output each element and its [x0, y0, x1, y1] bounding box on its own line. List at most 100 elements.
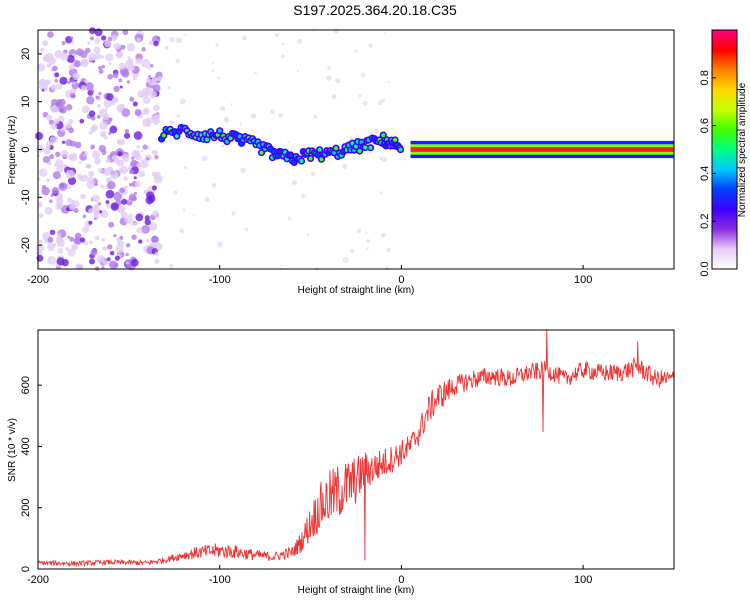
spectrogram-noise-blob — [145, 239, 150, 243]
spectrogram-ridge-core — [315, 152, 320, 157]
spectrogram-noise-blob — [45, 114, 53, 121]
spectrogram-noise-blob — [81, 105, 90, 114]
spectrogram-noise-blob — [55, 83, 63, 90]
spectrogram-faint-dot — [365, 231, 368, 234]
spectrogram-noise-blob — [123, 176, 128, 181]
spectrogram-noise-blob — [94, 52, 101, 60]
spectrogram-noise-blob — [135, 213, 144, 222]
spectrogram-noise-blob — [133, 221, 139, 226]
spectrogram-faint-dot — [164, 45, 170, 51]
spectrogram-noise-blob — [124, 185, 128, 189]
spectrogram-noise-blob — [113, 157, 121, 165]
spectrogram-noise-blob — [144, 218, 151, 226]
spectrogram-noise-blob — [118, 78, 123, 83]
spectrogram-noise-blob — [80, 193, 86, 200]
spectrogram-ridge-core — [259, 150, 264, 155]
spectrogram-faint-dot — [327, 66, 331, 70]
spectrogram-faint-dot — [368, 43, 373, 48]
spectrogram-noise-blob — [112, 173, 118, 179]
snr-ytick-label: 600 — [20, 376, 32, 394]
spectrogram-noise-blob — [139, 159, 149, 169]
spectrogram-noise-blob — [91, 89, 95, 93]
spectrogram-noise-blob — [97, 66, 102, 70]
spectrogram-noise-blob — [55, 151, 61, 158]
colorbar-tick-label: 0.4 — [699, 166, 711, 181]
spectrogram-noise-blob — [37, 201, 43, 208]
spectrogram-noise-blob — [116, 51, 123, 58]
spectrogram-noise-blob — [67, 80, 71, 85]
spectrogram-noise-blob — [115, 237, 121, 243]
spectrogram-noise-blob — [109, 260, 118, 270]
spectrogram-noise-blob — [58, 105, 67, 114]
spectrogram-noise-blob — [141, 58, 151, 68]
spectrogram-noise-blob — [134, 108, 142, 116]
spectrogram-noise-blob — [146, 77, 150, 82]
spectrogram-noise-blob — [38, 168, 48, 177]
spectrogram-noise-blob — [128, 193, 137, 202]
spectrogram-noise-blob — [131, 234, 137, 240]
spectrogram-noise-blob — [72, 72, 80, 81]
spectrogram-noise-blob — [91, 194, 100, 203]
spectrogram-noise-blob — [55, 202, 63, 210]
spectrogram-faint-dot — [356, 228, 362, 233]
spectrogram-noise-blob — [84, 82, 94, 91]
spectrogram-noise-blob — [123, 132, 131, 139]
spectrogram-faint-dot — [379, 191, 383, 194]
snr-spike-point — [364, 559, 366, 561]
spectrogram-faint-dot — [241, 35, 247, 41]
spectrogram-faint-dot — [377, 100, 383, 106]
spectrogram-ytick-label: 10 — [20, 96, 32, 108]
spectrogram-noise-blob — [50, 122, 58, 130]
spectrogram-noise-blob — [47, 255, 56, 265]
spectrogram-noise-blob — [72, 245, 77, 250]
spectrogram-faint-dot — [310, 171, 316, 177]
spectrogram-faint-dot — [350, 248, 355, 253]
spectrogram-faint-dot — [287, 216, 291, 221]
spectrogram-noise-blob — [134, 191, 138, 195]
spectrogram-faint-dot — [274, 33, 280, 38]
spectrogram-xtick-label: -100 — [209, 274, 231, 286]
spectrogram-faint-dot — [270, 109, 275, 114]
spectrogram-noise-blob — [73, 153, 77, 157]
spectrogram-noise-blob — [60, 52, 69, 61]
spectrogram-ridge-core — [317, 147, 322, 152]
spectrogram-noise-blob — [70, 41, 75, 45]
spectrogram-noise-blob — [37, 63, 46, 72]
spectrogram-faint-dot — [349, 136, 353, 140]
spectrogram-noise-blob — [101, 64, 106, 69]
spectrogram-noise-blob — [117, 151, 123, 157]
spectrogram-noise-blob — [60, 150, 69, 158]
spectrogram-noise-blob — [151, 185, 157, 191]
spectrogram-noise-blob — [52, 242, 57, 247]
spectrogram-noise-blob — [68, 153, 75, 161]
spectrogram-faint-dot — [184, 33, 187, 37]
spectrogram-noise-blob — [149, 63, 154, 68]
spectrogram-noise-blob — [121, 70, 130, 78]
spectrogram-noise-blob — [152, 117, 160, 126]
spectrogram-noise-blob — [35, 144, 45, 153]
spectrogram-noise-blob — [82, 214, 86, 218]
colorbar-tick-label: 0.8 — [699, 70, 711, 85]
spectrogram-noise-blob — [70, 87, 77, 94]
spectrogram-noise-blob — [99, 210, 103, 214]
spectrogram-noise-blob — [154, 258, 160, 264]
spectrogram-noise-blob — [107, 244, 113, 250]
spectrogram-faint-dot — [220, 144, 225, 148]
spectrogram-noise-blob — [100, 184, 105, 189]
spectrogram-noise-blob — [113, 234, 117, 238]
spectrogram-faint-dot — [201, 155, 208, 162]
spectrogram-noise-blob — [95, 215, 100, 219]
spectrogram-noise-blob — [91, 150, 101, 159]
snr-ytick-label: 400 — [20, 437, 32, 455]
spectrogram-noise-blob — [136, 162, 141, 168]
spectrogram-faint-dot — [254, 71, 257, 75]
spectrogram-noise-blob — [140, 149, 144, 153]
spectrogram-faint-dot — [326, 75, 332, 81]
spectrogram-ridge-core — [332, 150, 337, 155]
spectrogram-faint-dot — [313, 114, 318, 119]
spectrogram-noise-blob — [66, 197, 73, 203]
spectrogram-noise-blob — [118, 62, 126, 70]
spectrogram-faint-dot — [230, 103, 233, 106]
spectrogram-noise-blob — [107, 166, 112, 172]
spectrogram-noise-blob — [61, 140, 66, 144]
